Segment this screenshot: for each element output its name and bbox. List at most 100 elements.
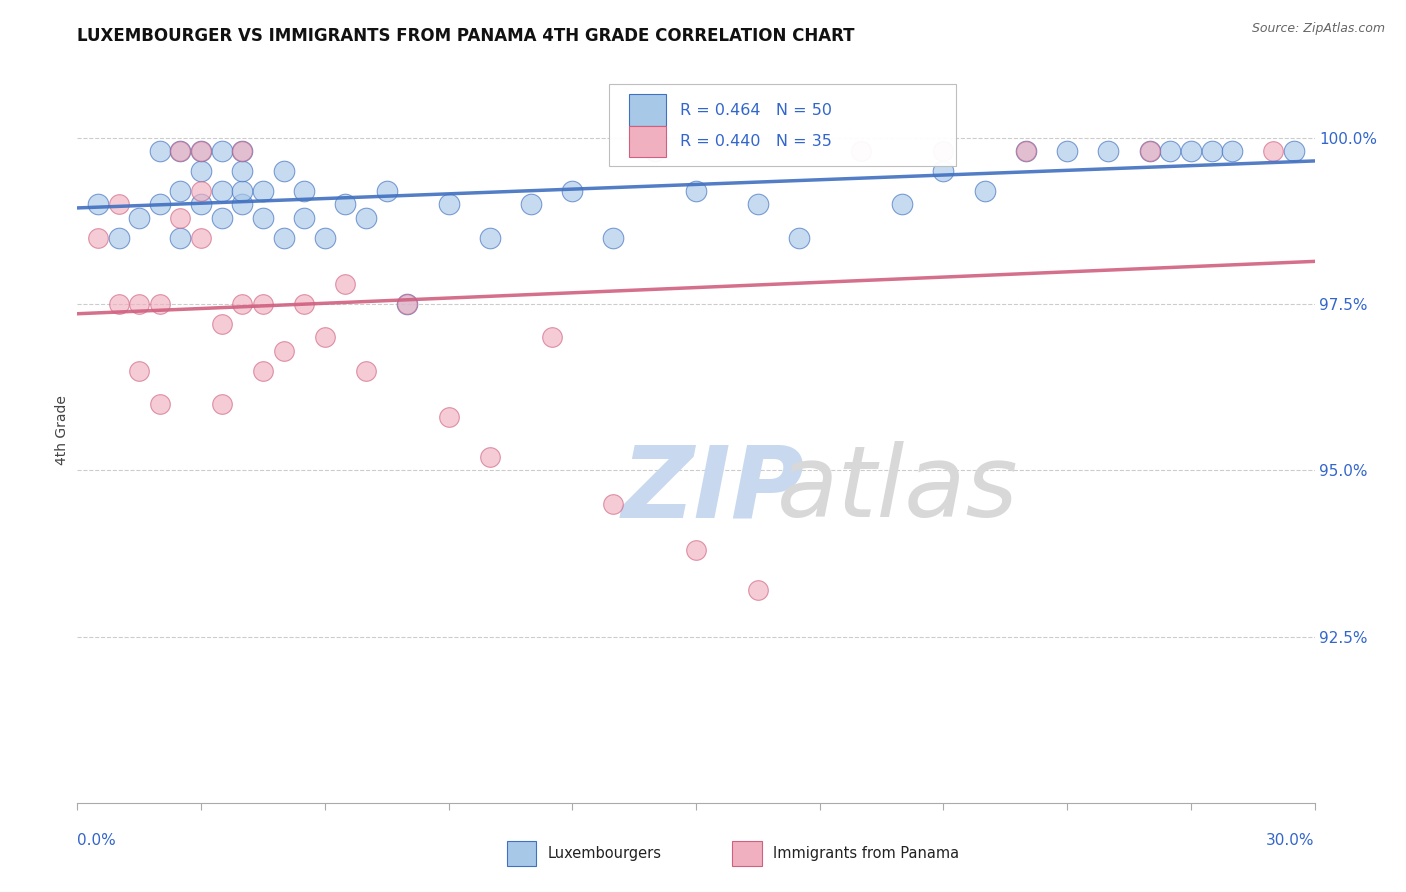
Point: [231, 164, 253, 178]
Point: [602, 230, 624, 244]
Point: [190, 144, 212, 158]
Point: [107, 297, 129, 311]
FancyBboxPatch shape: [506, 841, 536, 866]
Point: [273, 343, 295, 358]
Point: [128, 363, 150, 377]
Point: [252, 184, 274, 198]
Text: ZIP: ZIP: [621, 442, 804, 539]
Point: [1180, 144, 1202, 158]
Text: 0.0%: 0.0%: [77, 833, 117, 848]
Point: [273, 164, 295, 178]
Point: [973, 184, 995, 198]
Point: [169, 211, 191, 225]
Point: [190, 164, 212, 178]
Point: [1139, 144, 1161, 158]
Point: [252, 363, 274, 377]
Point: [602, 497, 624, 511]
Point: [540, 330, 562, 344]
Point: [292, 297, 315, 311]
Point: [932, 144, 955, 158]
Point: [932, 164, 955, 178]
Point: [190, 197, 212, 211]
Point: [190, 230, 212, 244]
Point: [273, 230, 295, 244]
Point: [1097, 144, 1119, 158]
FancyBboxPatch shape: [733, 841, 762, 866]
Point: [1015, 144, 1038, 158]
Point: [375, 184, 398, 198]
Point: [211, 317, 233, 331]
Point: [437, 410, 460, 425]
Point: [231, 184, 253, 198]
Point: [747, 582, 769, 597]
Point: [149, 144, 172, 158]
Point: [292, 184, 315, 198]
Point: [169, 144, 191, 158]
Point: [1139, 144, 1161, 158]
Point: [190, 184, 212, 198]
Point: [1159, 144, 1181, 158]
Point: [149, 197, 172, 211]
Point: [231, 197, 253, 211]
Text: R = 0.464   N = 50: R = 0.464 N = 50: [681, 103, 832, 118]
Point: [747, 197, 769, 211]
Point: [644, 144, 666, 158]
Text: Immigrants from Panama: Immigrants from Panama: [773, 846, 959, 861]
Point: [685, 184, 707, 198]
Point: [849, 144, 872, 158]
Point: [354, 363, 377, 377]
Point: [787, 230, 810, 244]
Point: [128, 211, 150, 225]
Point: [292, 211, 315, 225]
Point: [252, 297, 274, 311]
Point: [169, 144, 191, 158]
Point: [314, 230, 336, 244]
Point: [87, 230, 110, 244]
Point: [314, 330, 336, 344]
Text: atlas: atlas: [776, 442, 1018, 539]
Point: [252, 211, 274, 225]
Point: [1282, 144, 1305, 158]
Point: [335, 277, 357, 291]
Point: [87, 197, 110, 211]
Point: [107, 197, 129, 211]
Point: [211, 184, 233, 198]
Text: R = 0.440   N = 35: R = 0.440 N = 35: [681, 134, 832, 149]
Point: [1220, 144, 1243, 158]
Point: [128, 297, 150, 311]
Point: [891, 197, 914, 211]
Point: [1015, 144, 1038, 158]
Point: [1263, 144, 1285, 158]
Y-axis label: 4th Grade: 4th Grade: [55, 395, 69, 466]
Point: [561, 184, 583, 198]
Point: [478, 450, 501, 464]
Point: [231, 144, 253, 158]
FancyBboxPatch shape: [609, 84, 956, 166]
Point: [520, 197, 543, 211]
Text: Luxembourgers: Luxembourgers: [547, 846, 661, 861]
Point: [149, 397, 172, 411]
Point: [211, 211, 233, 225]
Text: Source: ZipAtlas.com: Source: ZipAtlas.com: [1251, 22, 1385, 36]
Text: 30.0%: 30.0%: [1267, 833, 1315, 848]
Point: [107, 230, 129, 244]
Point: [478, 230, 501, 244]
Point: [354, 211, 377, 225]
Point: [169, 184, 191, 198]
Point: [149, 297, 172, 311]
Point: [231, 144, 253, 158]
Text: LUXEMBOURGER VS IMMIGRANTS FROM PANAMA 4TH GRADE CORRELATION CHART: LUXEMBOURGER VS IMMIGRANTS FROM PANAMA 4…: [77, 28, 855, 45]
Point: [231, 297, 253, 311]
Point: [685, 543, 707, 558]
Point: [211, 397, 233, 411]
Point: [169, 230, 191, 244]
Point: [1201, 144, 1223, 158]
Point: [335, 197, 357, 211]
Point: [396, 297, 419, 311]
Point: [190, 144, 212, 158]
Point: [1056, 144, 1078, 158]
FancyBboxPatch shape: [628, 95, 666, 126]
Point: [211, 144, 233, 158]
Point: [437, 197, 460, 211]
Point: [396, 297, 419, 311]
